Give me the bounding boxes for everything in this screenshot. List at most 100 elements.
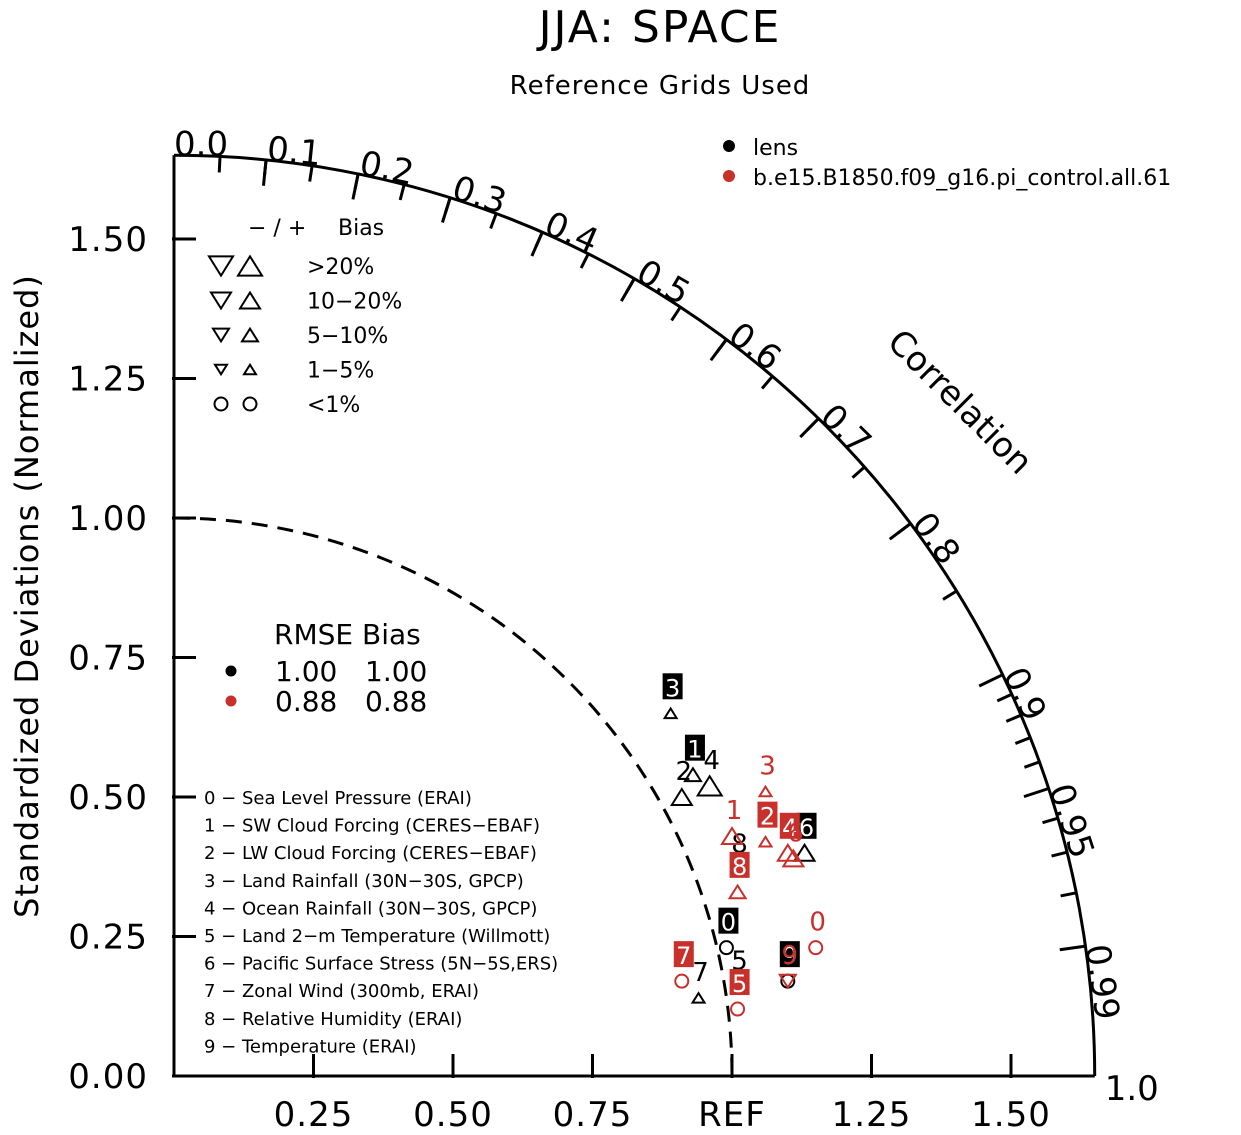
variable-entry: 0 − Sea Level Pressure (ERAI)	[204, 788, 472, 809]
data-point-label-box	[729, 851, 750, 878]
data-point: 8	[727, 851, 750, 900]
correlation-tick-label: 0.8	[903, 505, 967, 572]
bias-key-range-label: <1%	[307, 393, 360, 418]
correlation-minor-tick	[489, 213, 498, 230]
data-point-label: 2	[760, 803, 775, 831]
correlation-major-tick	[1023, 787, 1050, 799]
y-tick-label: 1.25	[68, 360, 148, 400]
bias-key-circle-marker	[242, 396, 258, 412]
correlation-minor-tick	[1005, 713, 1022, 723]
correlation-tick-label: 0.0	[174, 124, 228, 164]
data-point: 3	[662, 673, 683, 720]
correlation-minor-tick	[996, 692, 1013, 703]
correlation-axis-label: Correlation	[879, 322, 1040, 483]
correlation-major-tick	[530, 231, 544, 257]
data-point-label: 4	[703, 746, 720, 776]
variable-entry: 7 − Zonal Wind (300mb, ERAI)	[204, 981, 479, 1002]
data-point: 6	[792, 812, 817, 862]
data-point-label-box	[662, 673, 683, 700]
variable-entry: 5 − Land 2−m Temperature (Willmott)	[204, 926, 550, 947]
legend-dot	[723, 140, 735, 152]
correlation-minor-tick	[1060, 891, 1077, 898]
data-point: 1	[683, 734, 705, 783]
data-point-marker	[792, 842, 817, 862]
correlation-minor-tick	[398, 184, 406, 201]
rmse-table-header: RMSE Bias	[274, 618, 421, 651]
bias-key-up-marker	[240, 326, 260, 343]
data-point-marker	[781, 848, 806, 868]
bias-key-up-marker	[242, 362, 258, 376]
data-point-label: 2	[676, 757, 693, 787]
data-point-label: 0	[721, 909, 736, 937]
data-point-label: 9	[782, 942, 797, 970]
data-point-marker	[669, 787, 694, 806]
correlation-major-tick	[888, 522, 912, 541]
bias-key-down-marker	[209, 291, 233, 311]
x-tick-label: REF	[698, 1095, 766, 1135]
variable-entry: 8 − Relative Humidity (ERAI)	[204, 1009, 462, 1030]
bias-value: 1.00	[365, 655, 427, 688]
variable-entry: 3 − Land Rainfall (30N−30S, GPCP)	[204, 871, 524, 892]
bias-key-range-label: 10−20%	[307, 290, 402, 315]
data-point-marker	[808, 940, 824, 956]
bias-key-up-marker	[236, 254, 264, 277]
correlation-minor-tick	[942, 589, 958, 601]
bias-key-up-marker	[238, 290, 262, 310]
data-point-marker	[777, 973, 798, 990]
bias-key-down-marker	[211, 327, 231, 344]
correlation-minor-tick	[760, 375, 774, 390]
x-tick-label: 1.50	[971, 1095, 1051, 1135]
data-point-label: 3	[759, 751, 776, 781]
correlation-major-tick	[620, 277, 636, 302]
data-point-marker	[695, 774, 724, 797]
data-point-label-box	[796, 812, 817, 839]
rmse-value: 1.00	[275, 655, 337, 688]
data-point-marker	[683, 766, 703, 783]
data-point-marker	[674, 973, 690, 989]
data-point-label: 1	[726, 796, 743, 826]
correlation-minor-tick	[308, 165, 314, 182]
correlation-major-tick	[1059, 944, 1086, 952]
data-point: 9	[779, 941, 800, 989]
bias-key-down-marker	[207, 255, 235, 278]
data-point-marker	[690, 991, 707, 1004]
variable-list: 0 − Sea Level Pressure (ERAI) 1 − SW Clou…	[204, 788, 558, 1057]
data-point-label: 4	[782, 814, 797, 842]
bias-key-sign-header: − / +	[248, 216, 306, 241]
correlation-minor-tick	[1051, 850, 1068, 858]
data-point-marker	[730, 1001, 746, 1017]
y-axis-label: Standardized Deviations (Normalized)	[8, 274, 46, 918]
data-point-label: 5	[732, 970, 747, 998]
data-point-label-box	[757, 801, 778, 828]
correlation-major-tick	[440, 197, 452, 223]
bias-key: − / + Bias >20% 10−20% 5−10% 1−5% <1%	[207, 216, 402, 418]
data-point: 2	[757, 801, 778, 848]
correlation-tick-label: 0.2	[356, 143, 417, 193]
data-point-label-box	[684, 734, 705, 761]
plot-frame	[172, 153, 1097, 1078]
bias-key-range-label: 5−10%	[307, 324, 388, 349]
correlation-minor-tick	[1014, 736, 1031, 745]
correlation-tick-label: 0.9	[994, 661, 1054, 727]
bias-key-range-label: >20%	[307, 255, 374, 280]
correlation-major-tick	[351, 173, 360, 200]
correlation-minor-tick	[851, 465, 866, 479]
y-axis-ticks: 0.00 0.25 0.50 0.75 1.00 1.25 1.50	[68, 220, 196, 1097]
data-point-label-box	[729, 969, 750, 996]
correlation-tick-label: 0.99	[1077, 942, 1127, 1023]
data-point: 5	[729, 969, 750, 1017]
correlation-minor-tick	[1042, 816, 1059, 825]
data-point-label: 7	[692, 958, 709, 988]
y-tick-label: 0.00	[68, 1057, 148, 1097]
data-point-label: 3	[665, 674, 680, 702]
bias-key-header: Bias	[338, 216, 384, 241]
correlation-tick-label: 0.1	[265, 129, 323, 174]
x-tick-label: 0.75	[553, 1095, 633, 1135]
data-point: 9	[777, 941, 798, 990]
correlation-major-tick	[261, 159, 268, 186]
data-point-label: 7	[676, 942, 691, 970]
data-point: 4	[695, 746, 724, 797]
data-point: 7	[690, 958, 709, 1004]
variable-entry: 9 − Temperature (ERAI)	[204, 1036, 417, 1057]
